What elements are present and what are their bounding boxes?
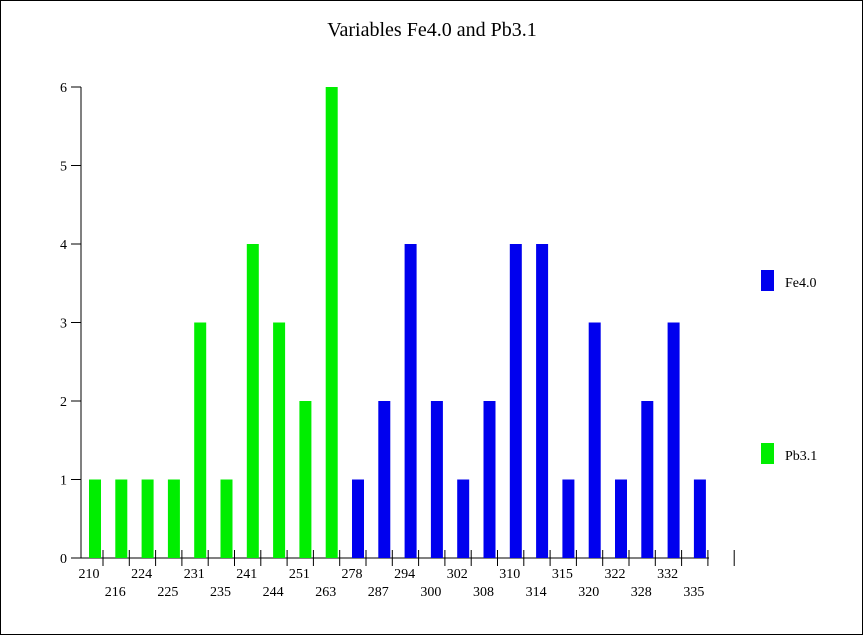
bar-pb3-1-5 (220, 479, 233, 558)
x-tick-label: 308 (473, 585, 494, 600)
x-tick-label: 216 (105, 585, 126, 600)
y-tick-label: 5 (60, 160, 67, 175)
x-tick-label: 315 (552, 567, 573, 582)
y-tick-label: 0 (60, 552, 67, 567)
x-tick-label: 314 (526, 585, 547, 600)
bar-fe4-0-1 (378, 401, 391, 558)
x-tick-label: 225 (157, 585, 178, 600)
y-axis: 0 1 2 3 4 5 6 (60, 81, 82, 567)
legend-swatch-pb (761, 443, 774, 464)
x-tick-label: 335 (683, 585, 704, 600)
bar-fe4-0-11 (641, 401, 654, 558)
x-tick-label: 224 (131, 567, 152, 582)
x-tick-label: 210 (79, 567, 100, 582)
bar-fe4-0-12 (667, 322, 680, 558)
bar-fe4-0-0 (352, 479, 364, 558)
x-tick-label: 310 (499, 567, 520, 582)
y-tick-label: 2 (60, 395, 67, 410)
legend-label-fe: Fe4.0 (785, 276, 817, 291)
x-tick-label: 300 (420, 585, 441, 600)
bar-fe4-0-7 (536, 244, 549, 558)
bar-pb3-1-8 (299, 401, 312, 558)
x-tick-label: 287 (368, 585, 389, 600)
x-tick-label: 241 (236, 567, 257, 582)
x-tick-label: 320 (578, 585, 599, 600)
x-tick-label: 302 (447, 567, 468, 582)
bar-fe4-0-9 (588, 322, 601, 558)
x-tick-label: 278 (342, 567, 363, 582)
bar-pb3-1-9 (325, 87, 338, 558)
x-tick-label: 231 (184, 567, 205, 582)
x-tick-label: 251 (289, 567, 310, 582)
legend-swatch-fe (761, 270, 774, 291)
x-tick-label: 244 (263, 585, 284, 600)
y-tick-label: 6 (60, 81, 67, 96)
x-tick-label: 328 (631, 585, 652, 600)
bar-fe4-0-2 (404, 244, 417, 558)
bar-fe4-0-4 (457, 479, 470, 558)
bar-pb3-1-4 (194, 322, 207, 558)
bars (89, 87, 706, 558)
bar-fe4-0-5 (483, 401, 496, 558)
bar-fe4-0-10 (615, 479, 627, 558)
chart-title: Variables Fe4.0 and Pb3.1 (327, 19, 536, 41)
x-tick-label: 235 (210, 585, 231, 600)
bar-fe4-0-3 (430, 401, 443, 558)
bar-pb3-1-6 (246, 244, 259, 558)
bar-fe4-0-6 (509, 244, 522, 558)
bar-pb3-1-0 (89, 479, 101, 558)
x-axis: 210 216 224 225 231 235 241 244 251 263 278 287 294 3… (79, 550, 735, 600)
y-tick-label: 4 (60, 238, 67, 253)
bar-pb3-1-7 (273, 322, 286, 558)
y-tick-label: 1 (60, 474, 67, 489)
legend-label-pb: Pb3.1 (785, 449, 817, 464)
legend: Fe4.0 Pb3.1 (761, 270, 817, 464)
bar-pb3-1-2 (141, 479, 154, 558)
bar-pb3-1-1 (115, 479, 128, 558)
x-tick-label: 263 (315, 585, 336, 600)
x-tick-label: 322 (605, 567, 626, 582)
x-tick-label: 332 (657, 567, 678, 582)
bar-pb3-1-3 (167, 479, 180, 558)
y-tick-label: 3 (60, 317, 67, 332)
x-tick-label: 294 (394, 567, 415, 582)
bar-fe4-0-8 (562, 479, 575, 558)
bar-fe4-0-13 (693, 479, 706, 558)
